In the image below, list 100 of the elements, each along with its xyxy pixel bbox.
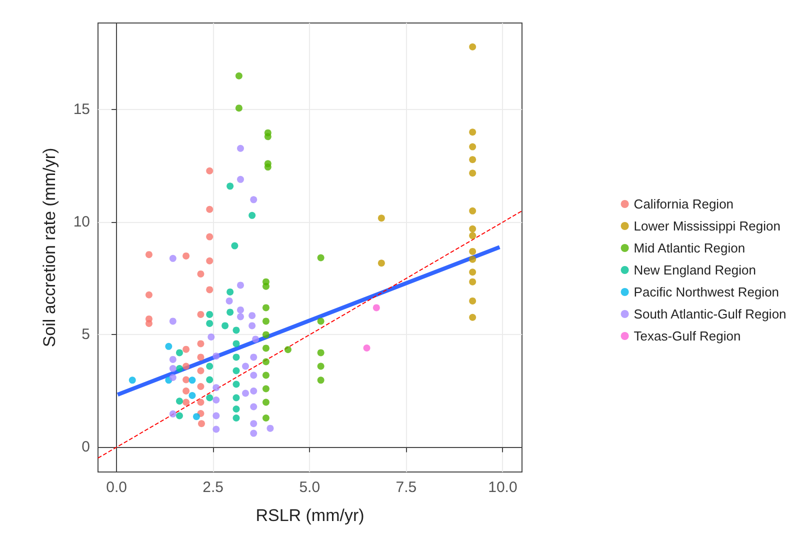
point bbox=[208, 333, 215, 340]
point bbox=[248, 312, 256, 320]
point bbox=[250, 196, 258, 204]
point bbox=[188, 376, 196, 384]
point bbox=[250, 403, 258, 410]
point bbox=[206, 167, 214, 174]
point bbox=[176, 364, 183, 372]
point bbox=[250, 430, 258, 437]
point bbox=[469, 170, 476, 177]
point bbox=[262, 372, 270, 379]
point bbox=[262, 344, 270, 352]
point bbox=[469, 156, 476, 164]
point bbox=[197, 310, 204, 318]
point bbox=[182, 376, 190, 384]
point bbox=[262, 282, 270, 290]
point bbox=[206, 362, 214, 370]
point bbox=[212, 426, 220, 433]
point bbox=[242, 390, 250, 397]
point bbox=[226, 308, 234, 316]
point bbox=[222, 322, 229, 330]
point bbox=[469, 232, 476, 240]
point bbox=[266, 424, 274, 432]
point bbox=[469, 143, 476, 150]
point bbox=[182, 362, 190, 370]
point bbox=[165, 342, 172, 350]
point bbox=[469, 248, 476, 255]
x-tick-label: 5.0 bbox=[299, 479, 320, 496]
point bbox=[212, 352, 220, 360]
point bbox=[469, 314, 476, 321]
point bbox=[232, 380, 240, 388]
point bbox=[262, 414, 270, 422]
legend-label: Lower Mississippi Region bbox=[634, 218, 780, 234]
point bbox=[237, 313, 244, 320]
legend-label: California Region bbox=[634, 196, 734, 212]
point bbox=[252, 336, 260, 343]
point bbox=[237, 306, 244, 314]
point bbox=[206, 233, 214, 240]
legend-label: Pacific Northwest Region bbox=[634, 284, 780, 300]
point bbox=[232, 367, 240, 374]
point bbox=[317, 349, 324, 356]
x-tick-label: 0.0 bbox=[106, 479, 127, 496]
point bbox=[145, 320, 152, 327]
point bbox=[250, 372, 258, 379]
point bbox=[198, 420, 205, 428]
point bbox=[232, 405, 240, 412]
point bbox=[188, 392, 196, 399]
legend-label: Mid Atlantic Region bbox=[634, 240, 746, 256]
point bbox=[169, 356, 176, 363]
point bbox=[226, 297, 233, 304]
point bbox=[226, 288, 234, 296]
point bbox=[262, 331, 270, 338]
point bbox=[232, 340, 240, 348]
legend-label: New England Region bbox=[634, 262, 756, 278]
point bbox=[262, 398, 270, 406]
legend-label: South Atlantic-Gulf Region bbox=[634, 306, 786, 322]
point bbox=[242, 362, 250, 370]
point bbox=[169, 374, 176, 381]
point bbox=[212, 396, 220, 404]
point bbox=[182, 387, 190, 394]
point bbox=[206, 206, 214, 213]
x-tick-label: 10.0 bbox=[488, 479, 518, 496]
point bbox=[182, 398, 190, 406]
point bbox=[262, 318, 270, 325]
point bbox=[231, 242, 238, 250]
x-axis-title: RSLR (mm/yr) bbox=[256, 506, 364, 525]
point bbox=[363, 344, 370, 352]
point bbox=[212, 384, 220, 392]
point bbox=[169, 364, 176, 372]
point bbox=[182, 346, 190, 353]
point bbox=[378, 214, 385, 222]
point bbox=[206, 320, 214, 327]
point bbox=[372, 304, 380, 312]
point bbox=[192, 413, 200, 420]
point bbox=[212, 412, 220, 420]
point bbox=[169, 318, 176, 325]
point bbox=[317, 362, 324, 370]
point bbox=[469, 268, 476, 276]
point bbox=[262, 358, 270, 366]
point bbox=[469, 256, 476, 263]
point bbox=[206, 376, 214, 384]
point bbox=[197, 398, 204, 406]
point bbox=[284, 346, 292, 354]
point bbox=[145, 291, 152, 298]
point bbox=[235, 72, 242, 80]
point bbox=[264, 164, 272, 171]
point bbox=[469, 43, 476, 50]
point bbox=[232, 354, 240, 361]
point bbox=[197, 354, 204, 361]
x-tick-label: 7.5 bbox=[396, 479, 417, 496]
point bbox=[176, 412, 183, 420]
y-tick-label: 0 bbox=[82, 438, 90, 456]
point bbox=[206, 394, 214, 402]
point bbox=[237, 176, 244, 183]
point bbox=[262, 304, 270, 312]
legend-label: Texas-Gulf Region bbox=[634, 328, 741, 344]
point bbox=[206, 257, 214, 264]
point bbox=[469, 207, 476, 214]
point bbox=[232, 414, 240, 422]
point bbox=[206, 310, 214, 318]
point bbox=[317, 376, 324, 384]
